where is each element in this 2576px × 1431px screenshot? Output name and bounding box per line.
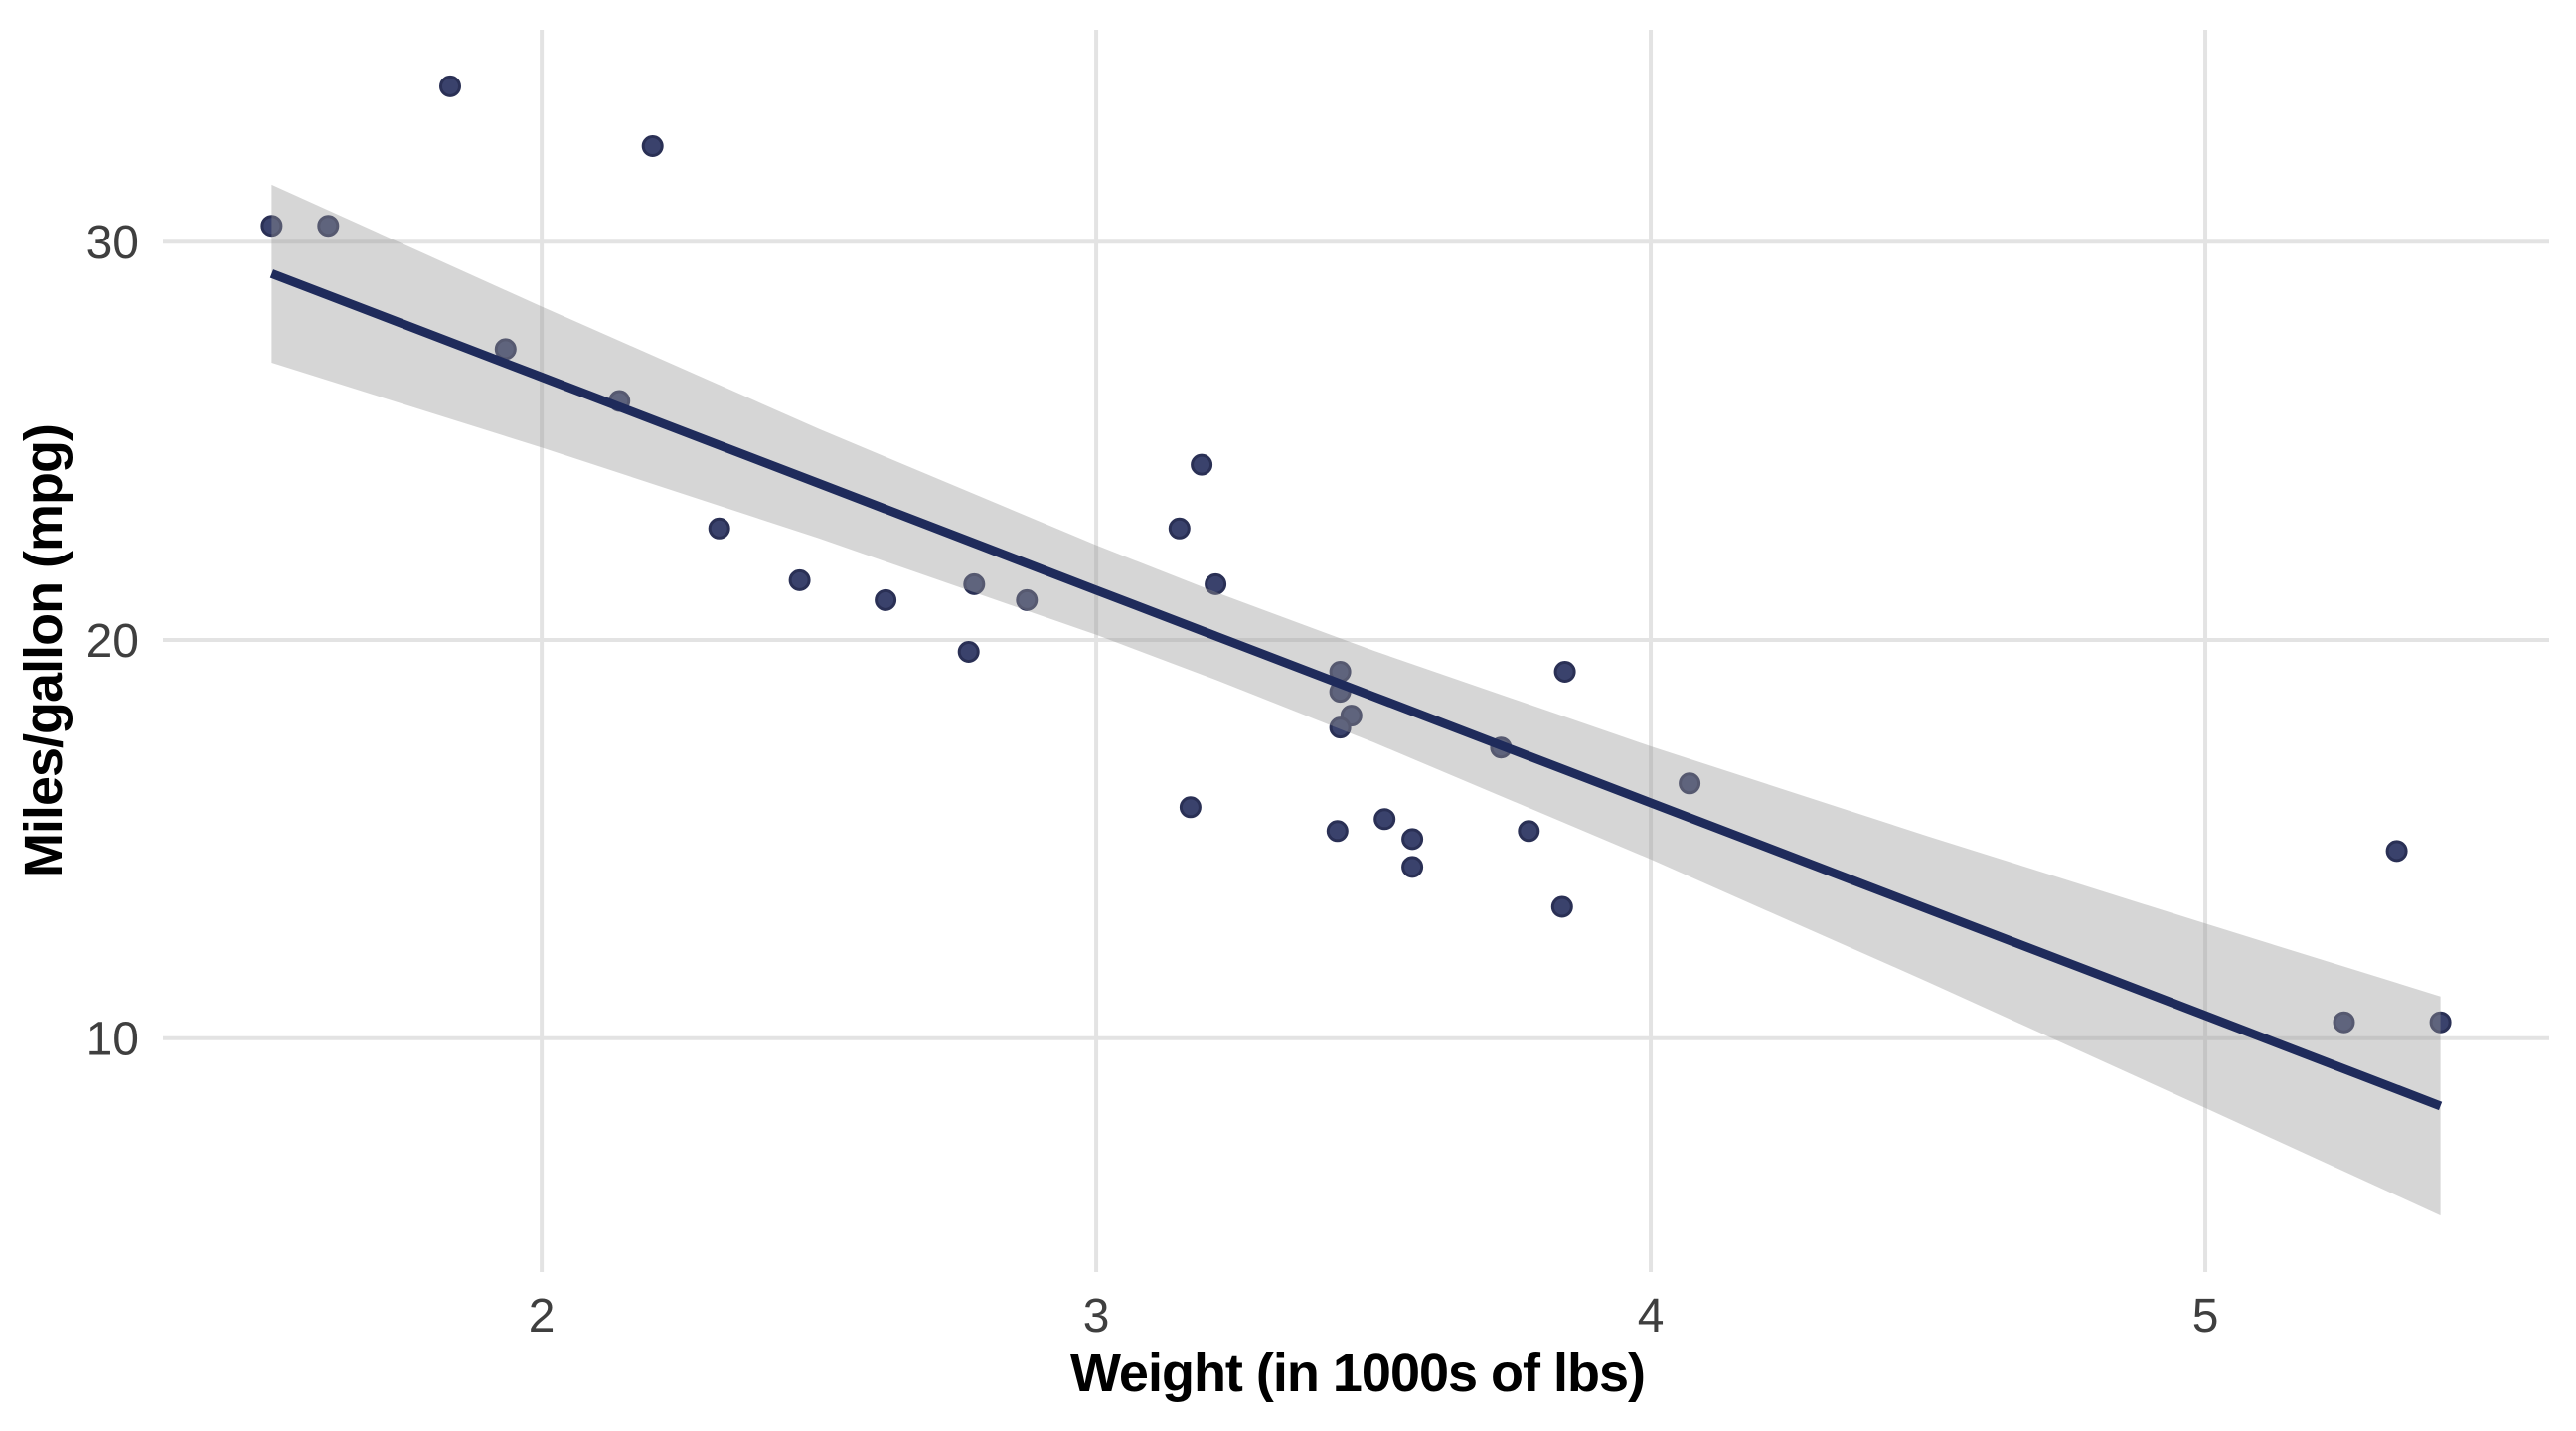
data-point — [708, 517, 730, 540]
confidence-ribbon — [271, 184, 2441, 1216]
data-point — [1550, 895, 1573, 918]
data-point — [963, 572, 986, 595]
data-point — [1205, 572, 1227, 595]
data-point — [1518, 820, 1540, 843]
data-point — [1553, 661, 1576, 683]
x-tick-label: 2 — [529, 1290, 556, 1343]
x-tick-label: 3 — [1083, 1290, 1110, 1343]
data-point — [957, 641, 980, 663]
data-point — [2385, 840, 2408, 863]
x-tick-label: 4 — [1638, 1290, 1665, 1343]
data-point — [1191, 453, 1213, 476]
fitted-line — [269, 269, 2443, 1111]
data-point — [1401, 828, 1424, 851]
gridlines — [163, 30, 2549, 1272]
data-point — [1401, 856, 1424, 878]
y-tick-label: 20 — [86, 615, 139, 668]
y-axis-tick-labels: 10 20 30 — [86, 217, 139, 1065]
x-tick-label: 5 — [2192, 1290, 2219, 1343]
data-point — [1168, 517, 1191, 540]
data-point — [260, 215, 283, 238]
data-point — [788, 568, 811, 591]
data-point — [641, 135, 664, 157]
y-tick-label: 10 — [86, 1014, 139, 1066]
regression-line — [269, 269, 2443, 1111]
data-point — [875, 588, 897, 611]
x-axis-tick-labels: 2 3 4 5 — [529, 1290, 2219, 1343]
confidence-band — [271, 184, 2441, 1216]
data-point — [2429, 1011, 2452, 1034]
data-point — [1326, 820, 1349, 843]
y-axis-title: Miles/gallon (mpg) — [14, 424, 74, 877]
data-point — [1373, 808, 1396, 831]
y-tick-label: 30 — [86, 217, 139, 269]
x-axis-title: Weight (in 1000s of lbs) — [1070, 1344, 1645, 1403]
data-point — [2333, 1011, 2355, 1034]
data-point — [1016, 588, 1039, 611]
data-point — [317, 215, 340, 238]
data-point — [1329, 716, 1352, 739]
scatter-points — [260, 75, 2452, 1034]
data-point — [1179, 796, 1202, 819]
data-point — [1679, 772, 1701, 795]
data-point — [439, 75, 461, 97]
